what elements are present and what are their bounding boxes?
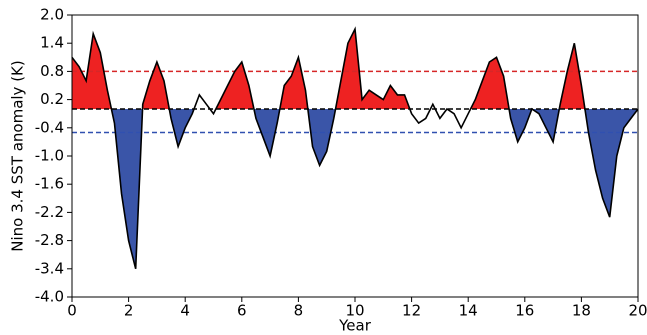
anomaly-line: [71, 26, 639, 269]
event-fill: [584, 109, 638, 218]
x-tick-label: 4: [180, 302, 190, 320]
x-tick-label: 16: [515, 302, 534, 320]
event-fill: [509, 109, 532, 142]
y-tick-label: 1.4: [40, 34, 64, 52]
event-fill: [142, 62, 170, 109]
x-tick-label: 20: [628, 302, 647, 320]
y-tick-label: -0.4: [35, 118, 64, 136]
y-tick-label: 2.0: [40, 6, 64, 24]
x-tick-label: 8: [294, 302, 304, 320]
y-tick-label: 0.8: [40, 62, 64, 80]
y-tick-label: -3.4: [35, 259, 64, 277]
x-tick-label: 12: [402, 302, 421, 320]
y-tick-label: -1.0: [35, 147, 64, 165]
x-tick-label: 18: [572, 302, 591, 320]
x-tick-label: 10: [345, 302, 364, 320]
y-axis-label: Nino 3.4 SST anomaly (K): [9, 60, 27, 251]
x-axis-label: Year: [338, 317, 372, 335]
event-fill: [559, 43, 585, 110]
event-fill: [335, 29, 410, 110]
y-tick-label: -2.2: [35, 203, 64, 221]
event-fill: [169, 109, 195, 147]
event-fill: [111, 109, 143, 269]
x-tick-label: 6: [237, 302, 247, 320]
x-tick-label: 0: [67, 302, 77, 320]
y-tick-label: -1.6: [35, 175, 64, 193]
event-fill: [470, 57, 510, 109]
y-tick-label: -4.0: [35, 288, 64, 306]
y-tick-label: 0.2: [40, 90, 64, 108]
event-fill: [215, 62, 254, 109]
y-tick-label: -2.8: [35, 231, 64, 249]
x-tick-label: 2: [124, 302, 134, 320]
x-tick-label: 14: [459, 302, 478, 320]
plot-frame: [71, 14, 639, 298]
